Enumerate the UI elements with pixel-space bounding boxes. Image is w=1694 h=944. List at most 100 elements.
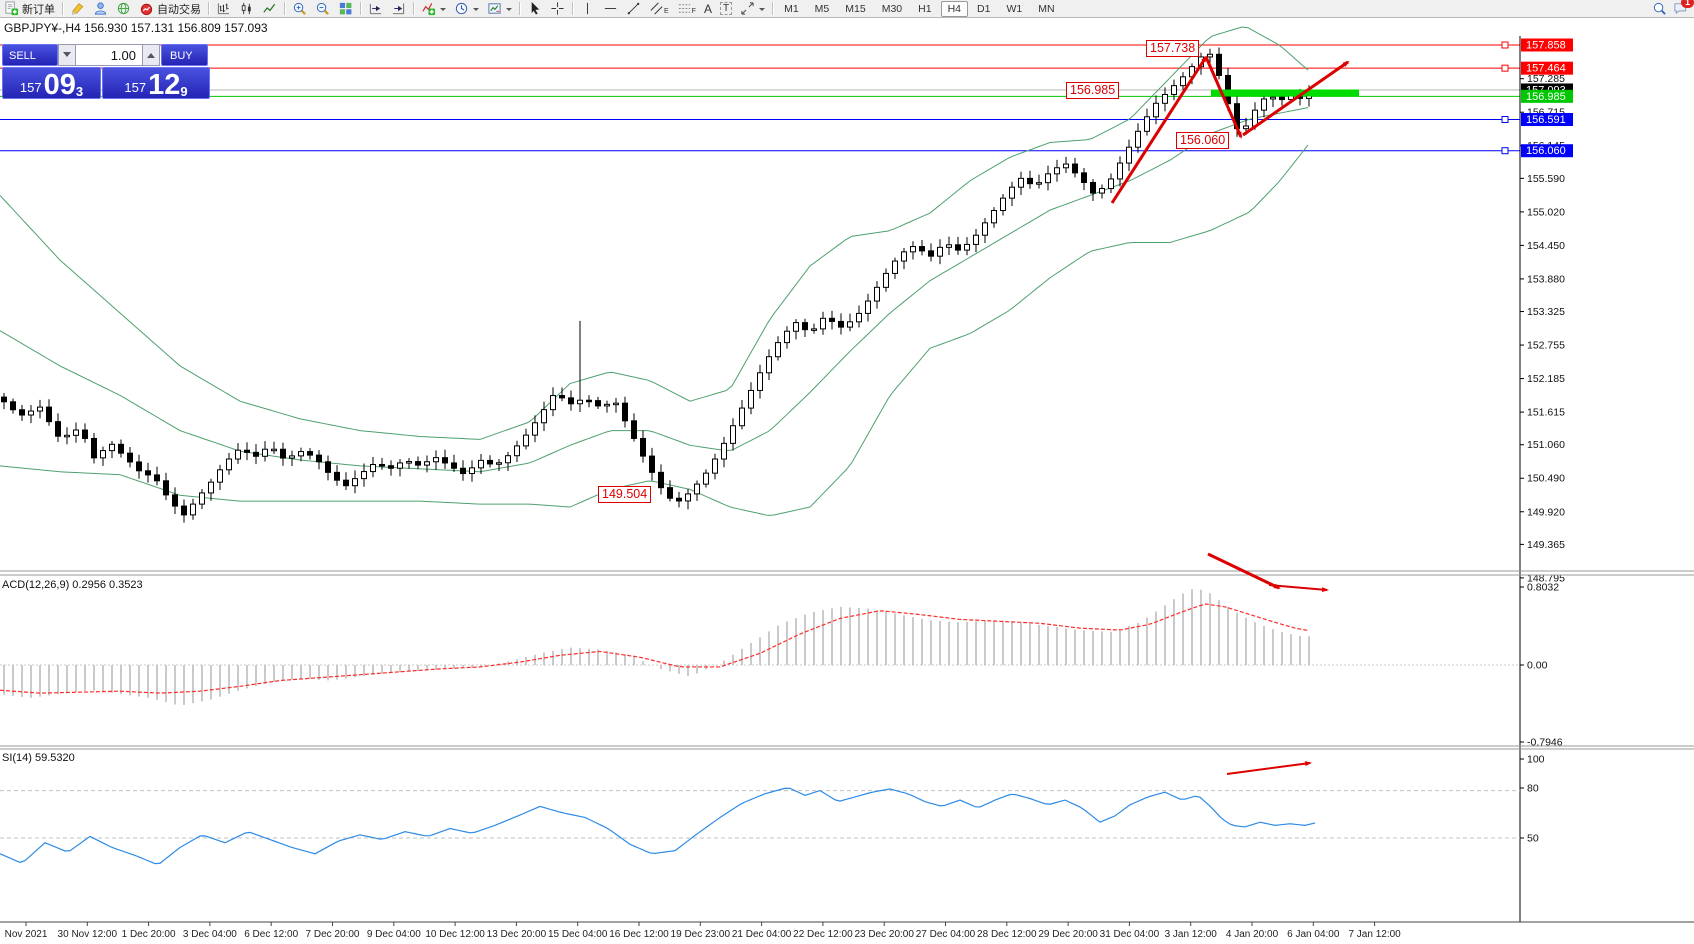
text-tool-button[interactable]: A xyxy=(700,0,716,17)
buy-price-display[interactable]: 157 12 9 xyxy=(102,67,210,100)
template-icon xyxy=(488,3,501,14)
auto-scroll-button[interactable] xyxy=(364,0,387,17)
new-order-label: 新订单 xyxy=(22,3,55,16)
time-axis-label: 13 Dec 20:00 xyxy=(487,929,547,940)
sell-price-prefix: 157 xyxy=(19,80,42,95)
price-line-label-text: 156.985 xyxy=(1526,91,1566,103)
notifications-button[interactable]: 1 xyxy=(1673,0,1694,16)
templates-button[interactable] xyxy=(483,0,516,17)
timeframe-button-M15[interactable]: M15 xyxy=(845,2,866,15)
autotrade-button[interactable]: 自动交易 xyxy=(135,0,205,17)
tile-windows-icon xyxy=(339,2,352,15)
autotrade-label: 自动交易 xyxy=(157,3,201,16)
time-axis-label: 15 Dec 04:00 xyxy=(548,929,608,940)
zoom-in-button[interactable] xyxy=(288,0,311,17)
down-arrow-icon xyxy=(63,52,71,61)
notification-badge: 1 xyxy=(1680,0,1694,8)
sell-price-display[interactable]: 157 09 3 xyxy=(2,67,101,101)
contacts-button[interactable] xyxy=(89,0,112,17)
price-line-label-text: 156.060 xyxy=(1526,145,1566,157)
buy-price-prefix: 157 xyxy=(124,80,147,95)
styler-button[interactable] xyxy=(66,0,89,17)
volume-input[interactable] xyxy=(76,44,142,66)
price-axis-tick: 149.920 xyxy=(1527,506,1565,518)
price-axis-tick: 155.020 xyxy=(1527,206,1565,218)
macd-panel: 0.8032 0.00 -0.7946 xyxy=(0,552,1563,749)
time-axis-label: 21 Dec 04:00 xyxy=(732,929,792,940)
fibonacci-tool-button[interactable]: F xyxy=(673,0,700,17)
cursor-tool-button[interactable] xyxy=(523,0,546,17)
indicators-button[interactable] xyxy=(417,0,450,17)
price-axis-tick: 155.590 xyxy=(1527,173,1565,185)
price-line-label xyxy=(1521,38,1573,52)
auto-scroll-icon xyxy=(369,3,382,15)
macd-axis-tick: -0.7946 xyxy=(1527,737,1563,749)
globe-icon xyxy=(117,2,130,15)
timeframe-button-H4[interactable]: H4 xyxy=(940,0,969,17)
timeframe-button-MN[interactable]: MN xyxy=(1038,2,1055,15)
chart-title: GBPJPY¥-,H4 156.930 157.131 156.809 157.… xyxy=(4,21,268,35)
zoom-out-icon xyxy=(316,2,329,15)
zoom-out-button[interactable] xyxy=(311,0,334,17)
trendline-tool-button[interactable] xyxy=(622,0,645,17)
time-axis-label: 3 Dec 04:00 xyxy=(183,929,237,940)
new-order-button[interactable]: 新订单 xyxy=(0,0,59,17)
price-axis-tick: 152.755 xyxy=(1527,340,1565,352)
search-icon[interactable] xyxy=(1652,1,1667,16)
time-axis-label: 22 Dec 12:00 xyxy=(793,929,853,940)
vertical-line-tool-button[interactable] xyxy=(576,0,599,17)
candle-chart-type-button[interactable] xyxy=(235,0,258,17)
crosshair-tool-button[interactable] xyxy=(546,0,569,17)
sell-button[interactable]: SELL xyxy=(2,44,58,66)
chart-shift-button[interactable] xyxy=(387,0,410,17)
price-annotation: 149.504 xyxy=(598,486,652,503)
price-line-label xyxy=(1521,112,1573,126)
timeframe-button-H1[interactable]: H1 xyxy=(918,2,932,15)
price-axis-tick: 150.490 xyxy=(1527,473,1565,485)
timeframe-button-M1[interactable]: M1 xyxy=(784,2,799,15)
line-chart-icon xyxy=(263,3,276,13)
price-line-label xyxy=(1521,61,1573,75)
arrows-tool-button[interactable] xyxy=(736,0,769,17)
volume-decrease-button[interactable] xyxy=(58,44,76,66)
rsi-indicator-label: SI(14) 59.5320 xyxy=(2,752,75,764)
indicators-icon xyxy=(422,3,436,16)
time-axis-label: 7 Dec 20:00 xyxy=(306,929,360,940)
text-label-tool-button[interactable]: T xyxy=(716,0,736,17)
price-axis-tick: 149.365 xyxy=(1527,539,1565,551)
time-axis-label: 27 Dec 04:00 xyxy=(916,929,976,940)
chart-shift-icon xyxy=(392,3,405,15)
timeframe-button-D1[interactable]: D1 xyxy=(977,2,991,15)
macd-axis-tick: 0.8032 xyxy=(1527,582,1559,594)
timeframe-button-M30[interactable]: M30 xyxy=(881,2,903,15)
line-chart-type-button[interactable] xyxy=(258,0,281,17)
volume-increase-button[interactable] xyxy=(142,44,160,66)
channel-tool-button[interactable]: E xyxy=(645,0,673,17)
tile-windows-button[interactable] xyxy=(334,0,357,17)
periods-button[interactable] xyxy=(450,0,483,17)
bar-chart-type-button[interactable] xyxy=(212,0,235,17)
timeframe-button-M5[interactable]: M5 xyxy=(814,2,830,15)
time-axis-label: 28 Dec 12:00 xyxy=(977,929,1037,940)
timeframe-button-W1[interactable]: W1 xyxy=(1006,2,1023,15)
dropdown-caret xyxy=(440,7,446,14)
rsi-panel: 100 80 50 xyxy=(0,754,1545,865)
sell-price-big: 09 xyxy=(43,69,76,101)
community-button[interactable] xyxy=(112,0,135,17)
text-tool-icon: A xyxy=(703,1,712,16)
time-axis-label: 6 Dec 12:00 xyxy=(244,929,298,940)
time-axis-label: 9 Dec 04:00 xyxy=(367,929,421,940)
cursor-icon xyxy=(531,1,540,15)
dropdown-caret xyxy=(506,7,512,14)
macd-indicator-label: ACD(12,26,9) 0.2956 0.3523 xyxy=(2,579,143,591)
buy-button[interactable]: BUY xyxy=(161,44,208,66)
macd-axis-tick: 0.00 xyxy=(1527,660,1548,672)
clock-icon xyxy=(455,2,468,15)
price-line-label-text: 157.464 xyxy=(1526,63,1566,75)
crosshair-icon xyxy=(551,2,564,15)
buy-price-sup: 9 xyxy=(180,84,188,99)
horizontal-line-tool-button[interactable] xyxy=(599,0,622,17)
rsi-axis-tick: 80 xyxy=(1527,783,1539,795)
zoom-in-icon xyxy=(293,2,306,15)
